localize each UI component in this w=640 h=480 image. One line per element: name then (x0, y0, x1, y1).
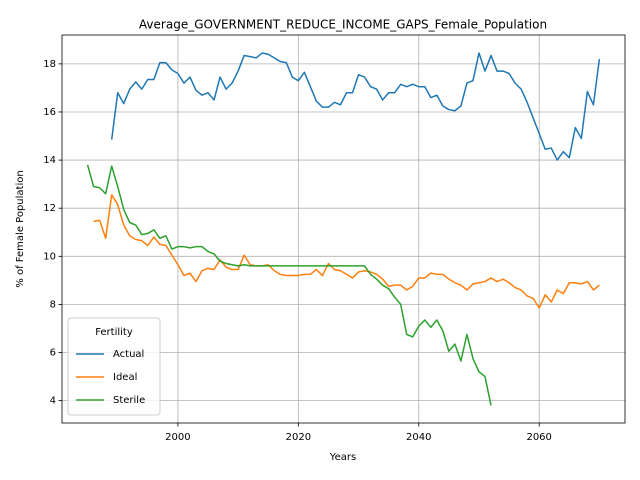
y-tick-label: 16 (43, 107, 56, 118)
legend-box (67, 317, 161, 416)
legend-title: Fertility (95, 327, 133, 338)
x-axis-label: Years (329, 452, 356, 463)
y-tick-label: 12 (43, 203, 56, 214)
y-tick-label: 14 (43, 155, 56, 166)
y-tick-label: 4 (50, 396, 56, 407)
plot-frame (61, 34, 626, 424)
y-axis-label: % of Female Population (15, 170, 26, 287)
y-tick-label: 18 (43, 59, 56, 70)
x-tick-label: 2020 (286, 432, 311, 443)
legend-label: Ideal (113, 372, 137, 383)
x-tick-label: 2040 (406, 432, 431, 443)
x-tick-label: 2060 (526, 432, 551, 443)
chart-title: Average_GOVERNMENT_REDUCE_INCOME_GAPS_Fe… (139, 18, 547, 32)
series-line (110, 52, 601, 161)
series-line (93, 194, 600, 309)
y-tick-label: 10 (43, 251, 56, 262)
legend-label: Sterile (113, 395, 145, 406)
legend-label: Actual (113, 349, 144, 360)
series-line (86, 164, 492, 406)
x-tick-label: 2000 (165, 432, 190, 443)
y-tick-label: 6 (50, 348, 56, 359)
y-tick-label: 8 (50, 299, 56, 310)
